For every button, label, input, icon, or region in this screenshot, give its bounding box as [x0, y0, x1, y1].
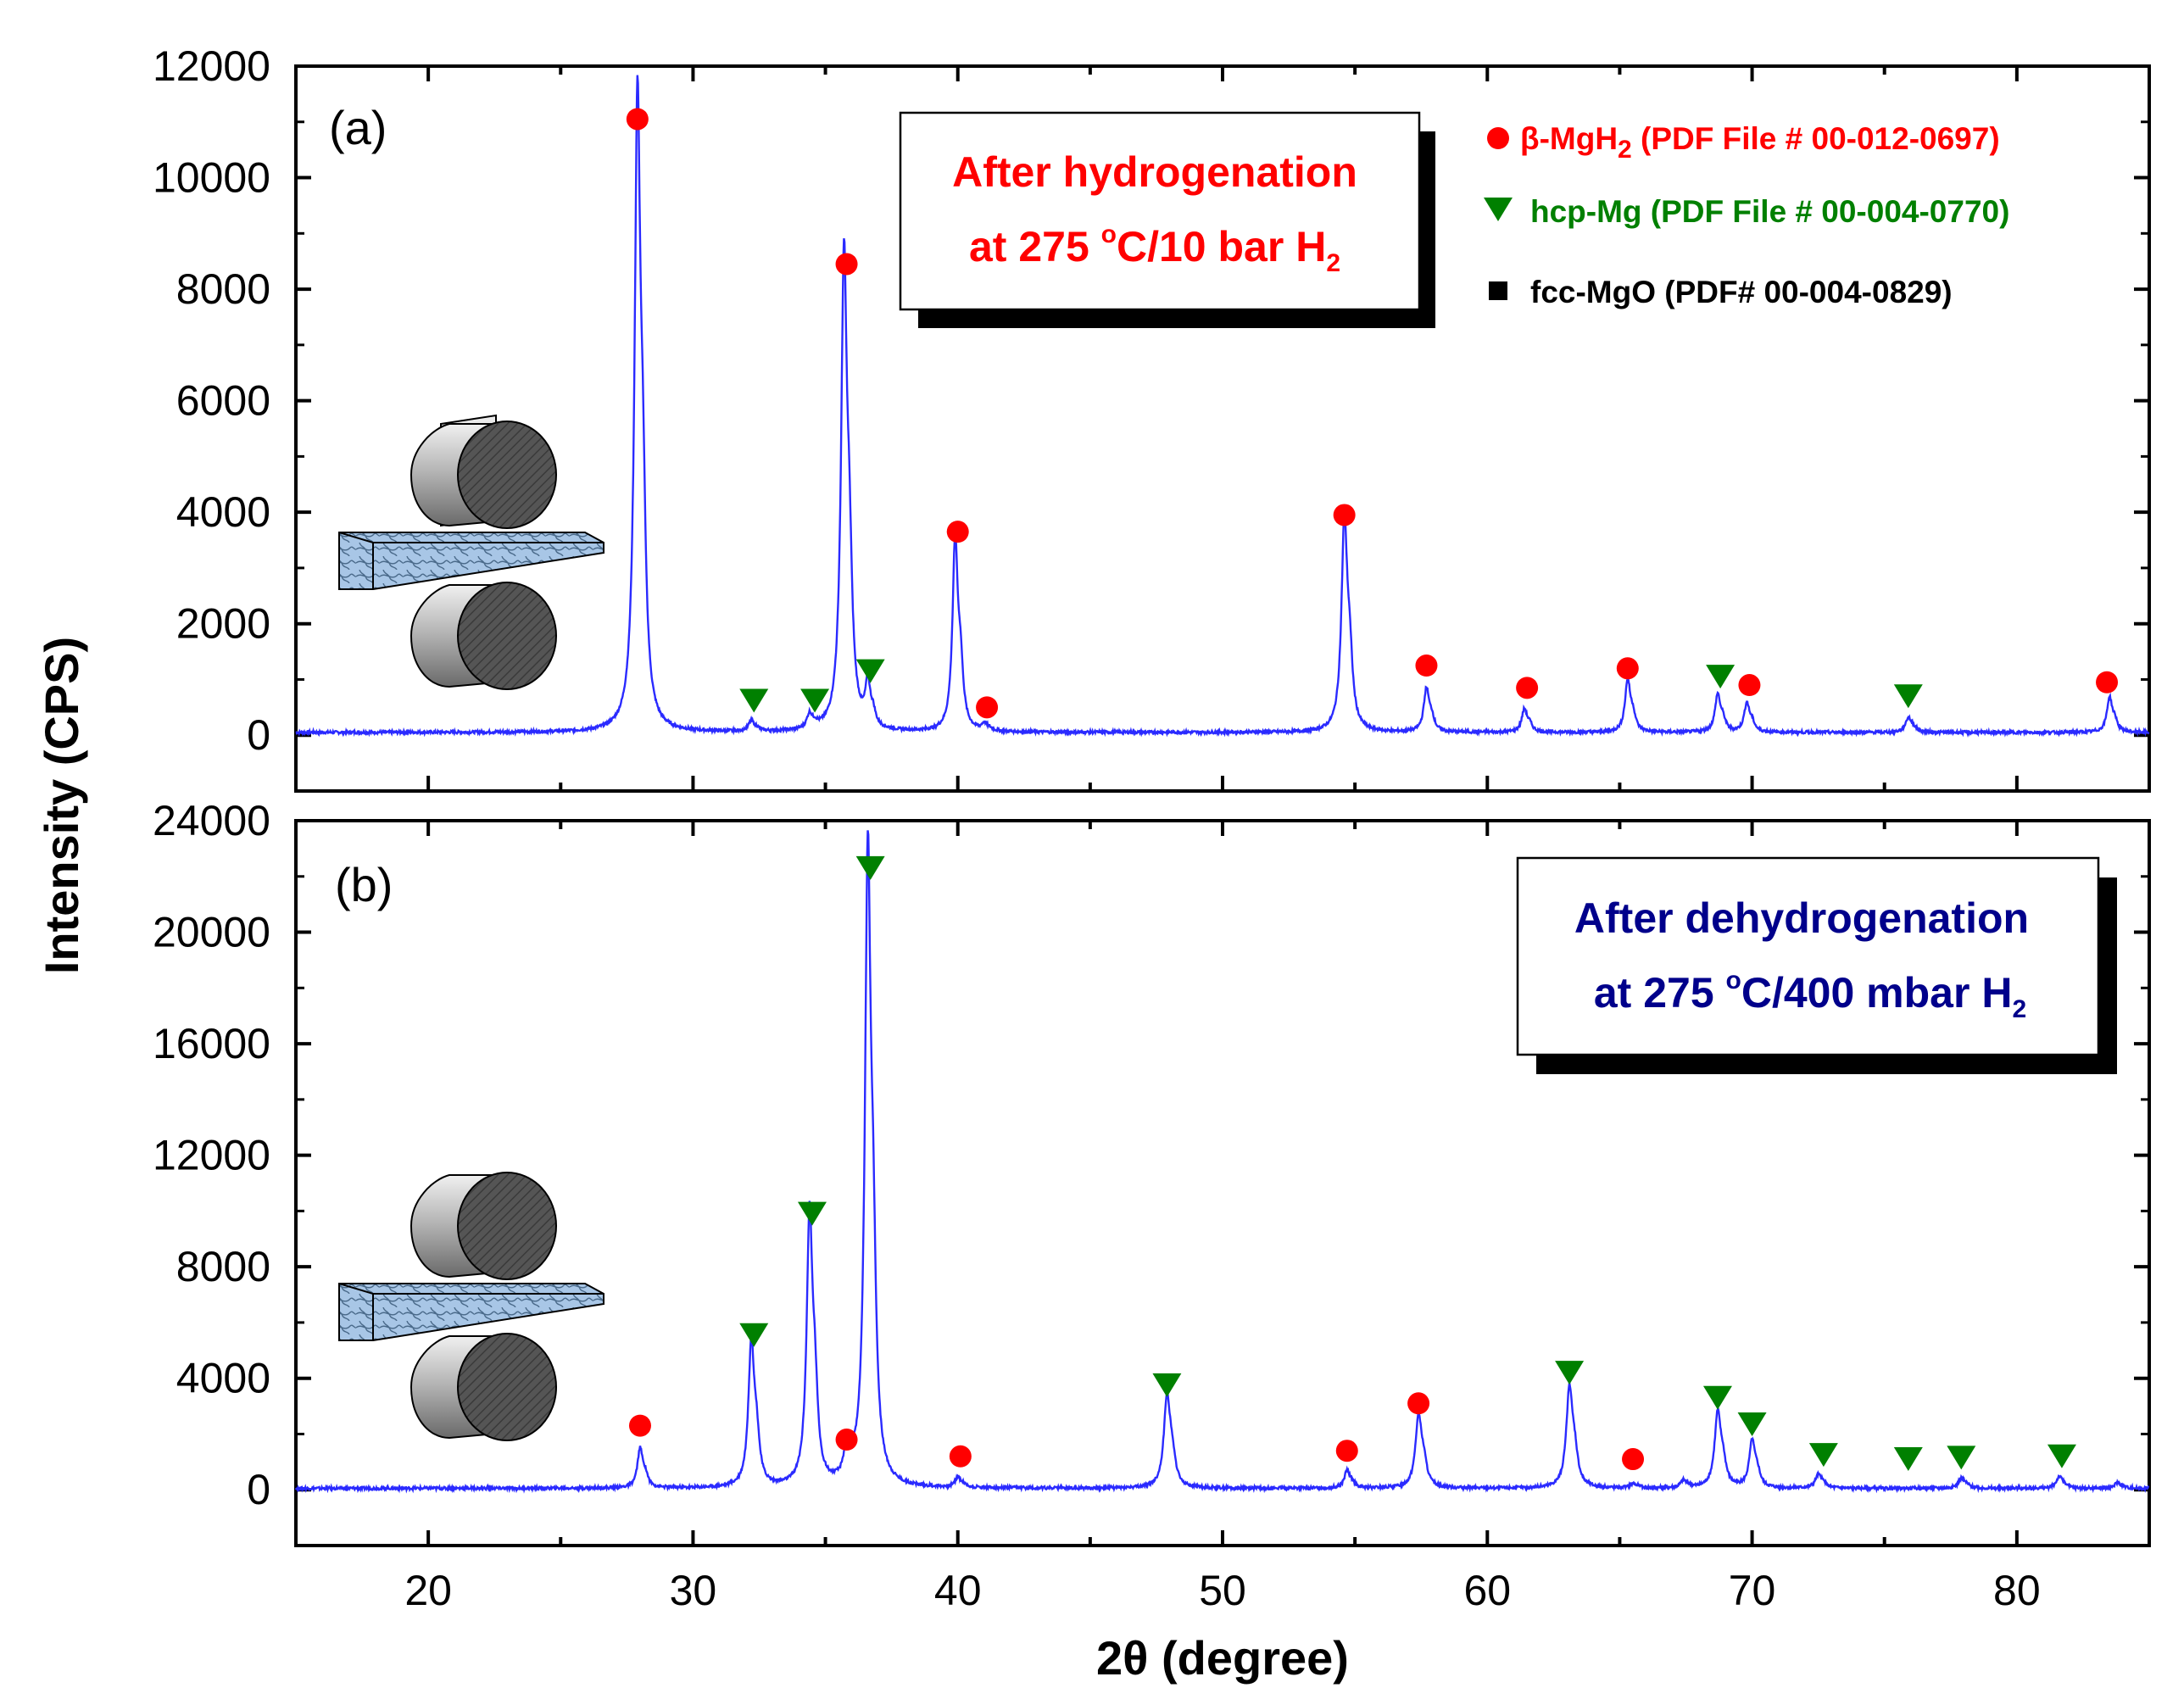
panel-label-b: (b): [335, 858, 393, 911]
marker-mg-a-13: [1893, 684, 1923, 709]
marker-mgh2-b-5: [949, 1445, 972, 1468]
ticks-b: 0 4000 8000 12000 16000 20000 24000: [153, 797, 2151, 1546]
marker-mgh2-a-8: [1415, 655, 1438, 677]
legend-mg-label: hcp-Mg (PDF File # 00-004-0770): [1530, 194, 2009, 229]
marker-mg-b-13: [1808, 1443, 1838, 1468]
y-tick-label-b-4: 16000: [153, 1020, 270, 1067]
annotation-line2-a-mid: C/10 bar H: [1117, 223, 1326, 270]
x-tick-label-5: 70: [1729, 1567, 1776, 1614]
marker-mgh2-a-9: [1516, 677, 1539, 699]
annotation-line2-a-sub: 2: [1326, 249, 1340, 277]
x-tick-label-2: 40: [934, 1567, 982, 1614]
legend-mgh2-pre: β-MgH: [1520, 121, 1618, 156]
legend-mgh2-label: β-MgH2 (PDF File # 00-012-0697): [1520, 121, 2000, 164]
x-tick-label-4: 60: [1463, 1567, 1511, 1614]
x-tick-label-3: 50: [1199, 1567, 1246, 1614]
marker-mgh2-b-0: [628, 1414, 651, 1437]
annotation-line2-a: at 275 oC/10 bar H2: [969, 220, 1340, 277]
legend-mgh2-post: (PDF File # 00-012-0697): [1632, 121, 2000, 156]
annotation-line1-b: After dehydrogenation: [1574, 894, 2029, 942]
annotation-line2-b-sub: 2: [2012, 995, 2026, 1023]
x-axis-title: 2θ (degree): [1096, 1631, 1349, 1685]
marker-mg-b-16: [2047, 1444, 2076, 1468]
marker-mgh2-a-7: [1333, 504, 1356, 526]
annotation-line2-b-mid: C/400 mbar H: [1741, 969, 2013, 1017]
legend-mgh2-sub: 2: [1618, 136, 1632, 164]
xrd-pattern-b: [294, 830, 2150, 1494]
y-tick-label-a-0: 0: [247, 711, 270, 759]
y-tick-label-a-6: 12000: [153, 42, 270, 90]
y-tick-label-a-4: 8000: [176, 265, 270, 313]
y-axis-title: Intensity (CPS): [35, 637, 88, 974]
y-tick-label-b-2: 8000: [176, 1243, 270, 1290]
marker-mg-a-4: [855, 659, 885, 683]
marker-mgh2-a-6: [976, 696, 999, 719]
y-tick-label-b-1: 4000: [176, 1355, 270, 1402]
marker-mgh2-a-5: [946, 521, 969, 543]
marker-mgh2-a-14: [2096, 671, 2119, 694]
marker-mgh2-a-12: [1738, 674, 1761, 697]
marker-mg-b-4: [855, 855, 885, 880]
marker-mgh2-b-3: [835, 1429, 858, 1451]
marker-mgh2-b-10: [1622, 1448, 1645, 1471]
y-tick-label-b-3: 12000: [153, 1132, 270, 1179]
phase-markers-b: [628, 855, 2076, 1472]
rolling-mill-illustration-b: [338, 1172, 604, 1441]
y-tick-label-a-2: 4000: [176, 488, 270, 536]
annotation-box-a: After hydrogenation at 275 oC/10 bar H2: [899, 111, 1435, 328]
marker-mgh2-b-7: [1335, 1440, 1358, 1462]
y-tick-label-b-5: 20000: [153, 909, 270, 956]
y-tick-label-b-6: 24000: [153, 797, 270, 844]
xrd-pattern-a: [295, 75, 2150, 738]
marker-mg-b-15: [1947, 1446, 1976, 1470]
legend-mgh2-marker: [1487, 127, 1509, 149]
annotation-line2-a-pre: at 275: [969, 223, 1101, 270]
marker-mg-b-14: [1893, 1447, 1923, 1472]
marker-mg-a-2: [800, 688, 830, 713]
marker-mg-b-2: [797, 1201, 827, 1226]
marker-mg-b-6: [1152, 1373, 1182, 1397]
x-axis-title-symbol: 2θ: [1096, 1631, 1148, 1685]
marker-mgh2-b-8: [1407, 1392, 1430, 1415]
legend: β-MgH2 (PDF File # 00-012-0697) hcp-Mg (…: [1484, 121, 2009, 309]
annotation-box-b: After dehydrogenation at 275 oC/400 mbar…: [1516, 856, 2117, 1074]
marker-mg-b-9: [1555, 1361, 1585, 1385]
y-tick-label-a-1: 2000: [176, 600, 270, 648]
panel-a: 0 2000 4000 6000 8000 10000 12000 (a) After hy…: [153, 42, 2151, 793]
annotation-line2-b: at 275 oC/400 mbar H2: [1594, 966, 2026, 1023]
marker-mg-b-12: [1737, 1412, 1767, 1436]
legend-mgo-label: fcc-MgO (PDF# 00-004-0829): [1530, 275, 1953, 309]
marker-mg-b-1: [739, 1323, 769, 1347]
annotation-panel-a: [899, 111, 1421, 311]
legend-mg-marker: [1484, 198, 1513, 221]
annotation-panel-b: [1516, 856, 2100, 1056]
ticks-a: 0 2000 4000 6000 8000 10000 12000: [153, 42, 2151, 791]
marker-mg-a-11: [1706, 665, 1736, 689]
panel-label-a: (a): [329, 101, 387, 154]
marker-mg-b-11: [1702, 1385, 1732, 1410]
marker-mgh2-a-3: [835, 253, 858, 276]
annotation-line1-a: After hydrogenation: [952, 148, 1357, 196]
annotation-line2-b-sup: o: [1726, 966, 1741, 994]
panel-b: 0 4000 8000 12000 16000 20000 24000 (b) After …: [153, 797, 2151, 1547]
x-tick-label-6: 80: [1993, 1567, 2041, 1614]
rolling-mill-illustration-a: [338, 414, 604, 690]
phase-markers-a: [626, 108, 2119, 719]
marker-mgh2-a-10: [1616, 657, 1639, 680]
y-tick-label-a-3: 6000: [176, 377, 270, 425]
legend-mgo-marker: [1489, 281, 1507, 300]
x-tick-labels: 20 30 40 50 60 70 80: [404, 1567, 2040, 1614]
x-axis-title-unit: (degree): [1148, 1631, 1349, 1685]
y-tick-label-a-5: 10000: [153, 154, 270, 202]
annotation-line2-a-sup: o: [1101, 220, 1117, 248]
marker-mg-a-1: [739, 688, 769, 713]
x-tick-label-0: 20: [404, 1567, 452, 1614]
x-tick-label-1: 30: [670, 1567, 717, 1614]
annotation-line2-b-pre: at 275: [1594, 969, 1726, 1017]
y-tick-label-b-0: 0: [247, 1466, 270, 1513]
marker-mgh2-a-0: [626, 108, 649, 131]
